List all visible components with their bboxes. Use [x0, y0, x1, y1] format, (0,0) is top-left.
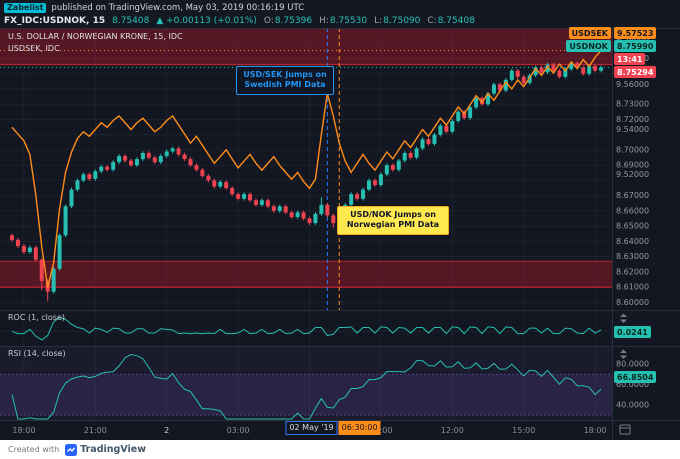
sek-pmi-annotation[interactable]: USD/SEK Jumps on Swedish PMI Data: [236, 66, 334, 95]
username-badge[interactable]: Zabelist: [4, 3, 47, 13]
svg-text:8.72000: 8.72000: [616, 115, 649, 124]
ohlc-high: H: 8.75530: [319, 16, 368, 26]
nok-pmi-annotation[interactable]: USD/NOK Jumps on Norwegian PMI Data: [337, 206, 449, 235]
usdnok-price-badge: 8.75990: [614, 40, 657, 52]
price-zone[interactable]: [0, 260, 612, 288]
snapshot-header: Zabelist published on TradingView.com, M…: [0, 0, 680, 28]
price-chart-canvas[interactable]: 9.580008.760008.750009.560008.730008.720…: [0, 28, 680, 440]
chart-legend[interactable]: U.S. DOLLAR / NORWEGIAN KRONE, 15, IDC U…: [8, 31, 183, 55]
ohlc-close: C: 8.75408: [427, 16, 475, 26]
svg-text:18:00: 18:00: [12, 426, 35, 435]
svg-text:2: 2: [164, 426, 169, 435]
price-zone[interactable]: [0, 28, 612, 66]
crosshair-time-badge: 02 May '19 06:30:00: [285, 421, 381, 435]
rsi-value-badge: 66.8504: [614, 371, 657, 383]
rsi-axis[interactable]: 80.0000 60.0000 40.0000: [616, 360, 649, 410]
bar-countdown-badge: 13:41: [614, 53, 646, 65]
svg-text:8.67000: 8.67000: [616, 191, 649, 200]
tradingview-wordmark: TradingView: [80, 444, 147, 455]
svg-text:8.64000: 8.64000: [616, 237, 649, 246]
calendar-icon[interactable]: [619, 424, 631, 435]
svg-text:15:00: 15:00: [512, 426, 535, 435]
svg-text:9.54000: 9.54000: [616, 125, 649, 134]
legend-main-series[interactable]: U.S. DOLLAR / NORWEGIAN KRONE, 15, IDC: [8, 32, 183, 41]
svg-text:12:00: 12:00: [441, 426, 464, 435]
svg-text:40.0000: 40.0000: [616, 400, 649, 409]
usdsek-label-badge: USDSEK: [568, 27, 611, 39]
svg-text:9.58000: 9.58000: [616, 35, 649, 44]
usdnok-candlestick-series: [10, 61, 604, 301]
usdsek-price-badge: 9.57523: [614, 27, 657, 39]
tradingview-brand[interactable]: TradingView: [65, 443, 147, 456]
usdsek-line-series: [11, 50, 602, 288]
svg-text:8.69000: 8.69000: [616, 161, 649, 170]
svg-text:9.56000: 9.56000: [616, 80, 649, 89]
published-text: published on TradingView.com, May 03, 20…: [51, 3, 305, 13]
usdnok-label-badge: USDNOK: [566, 40, 611, 52]
roc-line: [11, 316, 602, 341]
svg-text:09:00: 09:00: [369, 426, 392, 435]
svg-text:8.60000: 8.60000: [616, 298, 649, 307]
svg-text:8.62000: 8.62000: [616, 267, 649, 276]
tradingview-logo-icon: [65, 443, 78, 456]
svg-text:8.70000: 8.70000: [616, 146, 649, 155]
rsi-pane-title[interactable]: RSI (14, close): [8, 349, 66, 358]
svg-text:80.0000: 80.0000: [616, 360, 649, 369]
svg-text:21:00: 21:00: [84, 426, 107, 435]
rsi-line: [11, 354, 602, 420]
pane-collapse-icon[interactable]: [620, 313, 627, 324]
svg-text:03:00: 03:00: [227, 426, 250, 435]
svg-text:60.0000: 60.0000: [616, 380, 649, 389]
svg-text:9.52000: 9.52000: [616, 170, 649, 179]
svg-text:8.65000: 8.65000: [616, 222, 649, 231]
svg-text:8.63000: 8.63000: [616, 252, 649, 261]
event-time-label: 06:30:00: [338, 421, 381, 435]
time-axis[interactable]: 18:00 21:00 2 03:00 09:00 12:00 15:00 18:00: [12, 426, 606, 435]
svg-text:18:00: 18:00: [584, 426, 607, 435]
price-change: ▲ +0.00113 (+0.01%): [156, 16, 257, 26]
last-price: 8.75408: [112, 16, 150, 26]
created-with-text: Created with: [8, 445, 60, 454]
symbol-info-row: FX_IDC:USDNOK, 15 8.75408 ▲ +0.00113 (+0…: [0, 14, 680, 26]
legend-overlay-series[interactable]: USDSEK, IDC: [8, 44, 60, 53]
roc-value-badge: 0.0241: [614, 326, 651, 338]
svg-text:8.66000: 8.66000: [616, 206, 649, 215]
event-date-label: 02 May '19: [285, 421, 338, 435]
pane-collapse-icon[interactable]: [620, 349, 627, 360]
roc-pane-title[interactable]: ROC (1, close): [8, 313, 66, 322]
ohlc-low: L: 8.75090: [374, 16, 421, 26]
snapshot-footer: Created with TradingView: [0, 440, 680, 459]
publish-info-row: Zabelist published on TradingView.com, M…: [0, 0, 680, 14]
ohlc-open: O: 8.75396: [263, 16, 313, 26]
symbol-name[interactable]: FX_IDC:USDNOK, 15: [4, 16, 106, 26]
svg-text:8.73000: 8.73000: [616, 100, 649, 109]
svg-text:8.61000: 8.61000: [616, 283, 649, 292]
usdnok-bid-badge: 8.75294: [614, 66, 657, 78]
